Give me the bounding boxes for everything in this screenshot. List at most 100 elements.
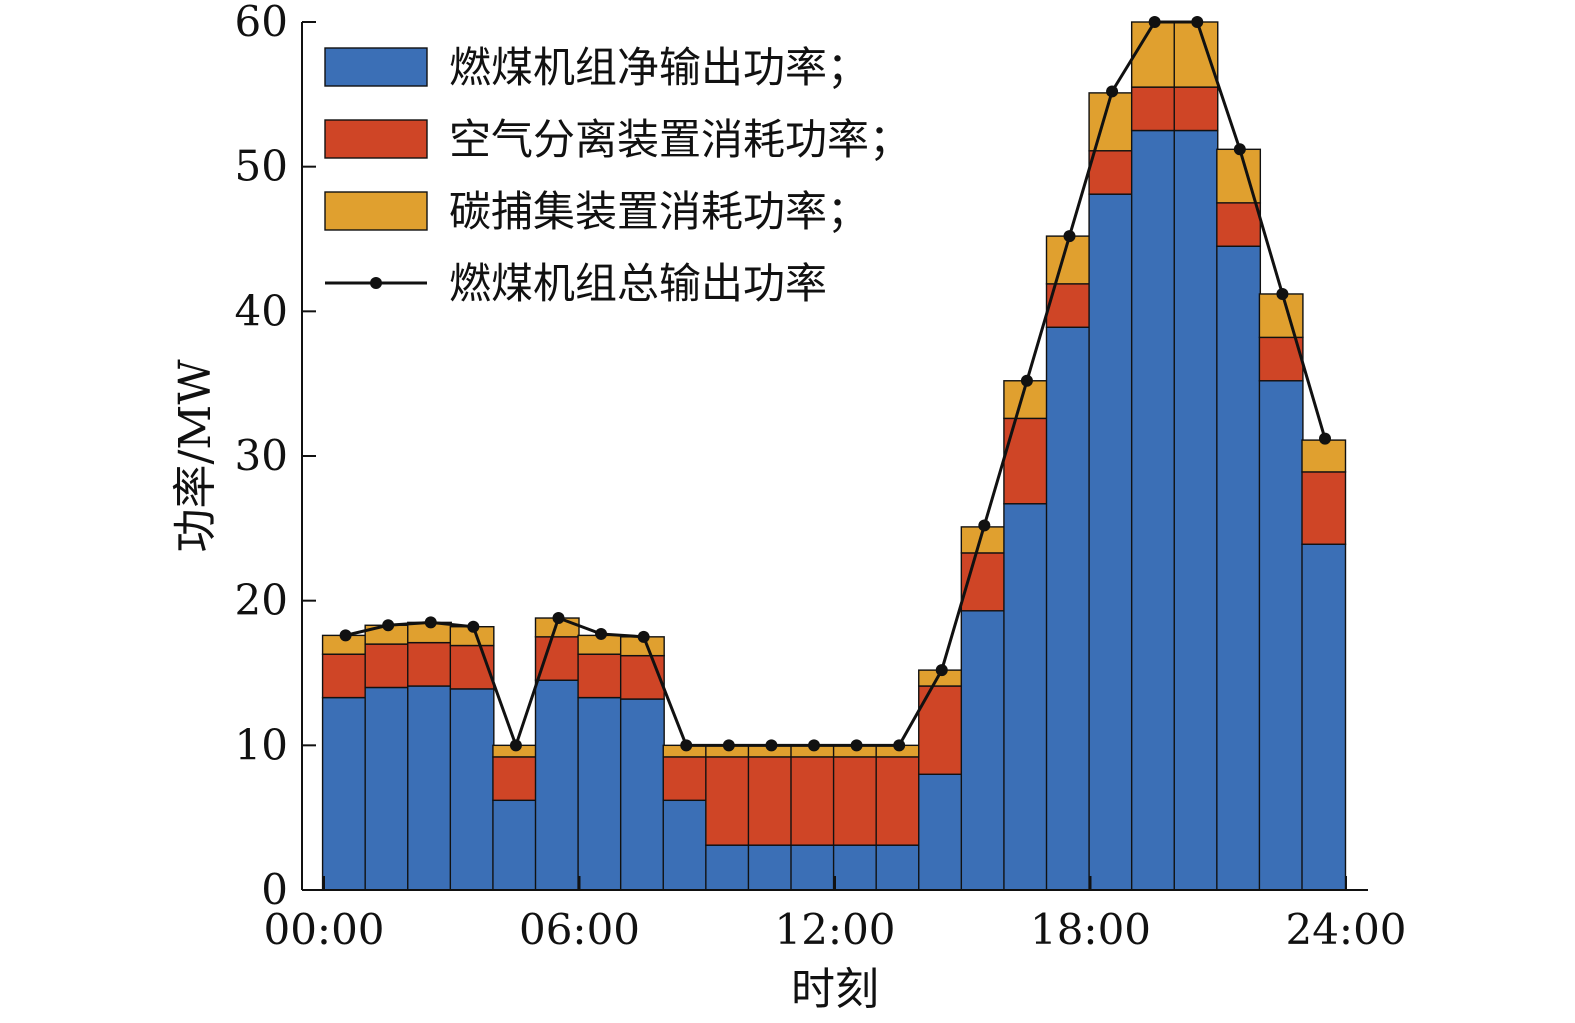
total-output-point-16 (978, 519, 991, 532)
total-output-point-24 (1319, 432, 1331, 445)
x-tick-label-4: 24:00 (1285, 905, 1406, 954)
total-output-line-layer (339, 16, 1331, 752)
bar-air-separation-7 (577, 653, 623, 699)
y-tick-label-40: 40 (235, 286, 288, 335)
legend-label-air-separation: 空气分离装置消耗功率； (449, 115, 911, 164)
x-tick-label-0: 00:00 (263, 905, 384, 954)
bar-net-output-24 (1301, 543, 1347, 891)
total-output-point-6 (552, 612, 565, 625)
bar-net-output-23 (1258, 380, 1304, 891)
bar-air-separation-20 (1130, 86, 1176, 132)
bar-air-separation-12 (790, 756, 836, 846)
total-output-point-18 (1063, 230, 1076, 243)
bar-net-output-17 (1003, 503, 1049, 891)
bar-net-output-13 (832, 844, 878, 891)
bar-air-separation-8 (619, 654, 665, 700)
total-output-point-3 (424, 616, 437, 629)
bar-net-output-12 (790, 844, 836, 891)
bar-air-separation-2 (364, 643, 410, 689)
legend-marker-total-output (370, 277, 382, 289)
y-tick-label-20: 20 (235, 576, 288, 625)
total-output-point-8 (637, 630, 650, 643)
legend: 燃煤机组净输出功率； 空气分离装置消耗功率； 碳捕集装置消耗功率； 燃煤机组总输出功率 (324, 43, 911, 308)
legend-label-total-output: 燃煤机组总输出功率 (449, 259, 827, 308)
bar-air-separation-21 (1173, 86, 1219, 132)
total-output-point-21 (1191, 16, 1204, 28)
bar-net-output-9 (662, 799, 708, 891)
total-output-point-11 (765, 739, 778, 752)
bar-net-output-3 (407, 685, 452, 891)
x-tick-label-3: 18:00 (1030, 905, 1151, 954)
total-output-point-17 (1020, 374, 1033, 387)
y-axis-title: 功率/MW (170, 359, 221, 553)
legend-label-carbon-capture: 碳捕集装置消耗功率； (449, 187, 869, 236)
bar-net-output-5 (492, 799, 538, 891)
bar-air-separation-10 (705, 756, 751, 846)
total-output-point-22 (1233, 143, 1246, 156)
bar-carbon-capture-23 (1258, 293, 1304, 339)
bar-net-output-22 (1216, 245, 1262, 891)
bar-air-separation-19 (1088, 150, 1134, 195)
total-output-point-13 (850, 739, 863, 752)
bar-net-output-8 (619, 698, 665, 891)
bar-air-separation-13 (832, 756, 878, 846)
bar-air-separation-22 (1216, 202, 1262, 247)
bar-net-output-7 (577, 696, 623, 891)
bar-air-separation-11 (747, 756, 793, 846)
ticks-layer: 0 10 20 30 40 50 60 00:00 06:00 12:00 18:00 24:00 (235, 0, 1407, 954)
bar-air-separation-9 (662, 756, 708, 802)
y-tick-label-0: 0 (261, 865, 288, 914)
total-output-point-5 (509, 739, 522, 752)
total-output-point-4 (467, 620, 480, 633)
bar-net-output-14 (875, 844, 921, 891)
bar-net-output-10 (705, 844, 751, 891)
bar-net-output-11 (747, 844, 793, 891)
total-output-point-23 (1276, 287, 1289, 300)
bar-carbon-capture-24 (1301, 439, 1347, 473)
total-output-point-2 (382, 619, 395, 632)
bar-air-separation-6 (534, 636, 580, 681)
bar-air-separation-17 (1003, 417, 1049, 505)
total-output-point-7 (595, 627, 608, 640)
total-output-point-15 (935, 664, 948, 677)
bar-carbon-capture-21 (1173, 21, 1219, 88)
total-output-point-9 (680, 739, 693, 752)
bar-air-separation-5 (492, 756, 538, 802)
bar-net-output-6 (534, 679, 580, 891)
bar-air-separation-1 (321, 653, 367, 699)
bars-layer (321, 21, 1347, 891)
bar-net-output-15 (918, 773, 963, 891)
bar-air-separation-24 (1301, 471, 1347, 545)
total-output-point-1 (339, 629, 352, 642)
bar-net-output-20 (1130, 129, 1176, 891)
y-tick-label-30: 30 (235, 431, 288, 480)
total-output-line (345, 20, 1327, 750)
bar-net-output-18 (1045, 326, 1091, 891)
bar-net-output-1 (321, 696, 367, 891)
bar-air-separation-14 (875, 756, 921, 846)
bar-net-output-2 (364, 686, 410, 891)
legend-swatch-air-separation (324, 119, 428, 159)
x-tick-label-1: 06:00 (519, 905, 640, 954)
legend-swatch-carbon-capture (324, 191, 428, 231)
x-axis-title: 时刻 (791, 964, 879, 1015)
bar-net-output-19 (1088, 193, 1134, 891)
y-tick-label-60: 60 (235, 0, 288, 46)
bar-carbon-capture-19 (1088, 92, 1134, 152)
y-tick-label-50: 50 (235, 142, 288, 191)
bar-net-output-4 (449, 688, 495, 891)
x-tick-label-2: 12:00 (774, 905, 895, 954)
total-output-point-12 (808, 739, 820, 752)
total-output-point-14 (893, 739, 906, 752)
total-output-point-19 (1106, 85, 1119, 98)
bar-air-separation-3 (407, 641, 452, 687)
total-output-point-10 (722, 739, 735, 752)
y-tick-label-10: 10 (235, 720, 288, 769)
total-output-point-20 (1148, 16, 1161, 28)
bar-net-output-16 (960, 610, 1006, 891)
legend-label-net-output: 燃煤机组净输出功率； (449, 43, 869, 92)
bar-carbon-capture-20 (1130, 21, 1176, 88)
legend-swatch-net-output (324, 47, 428, 87)
